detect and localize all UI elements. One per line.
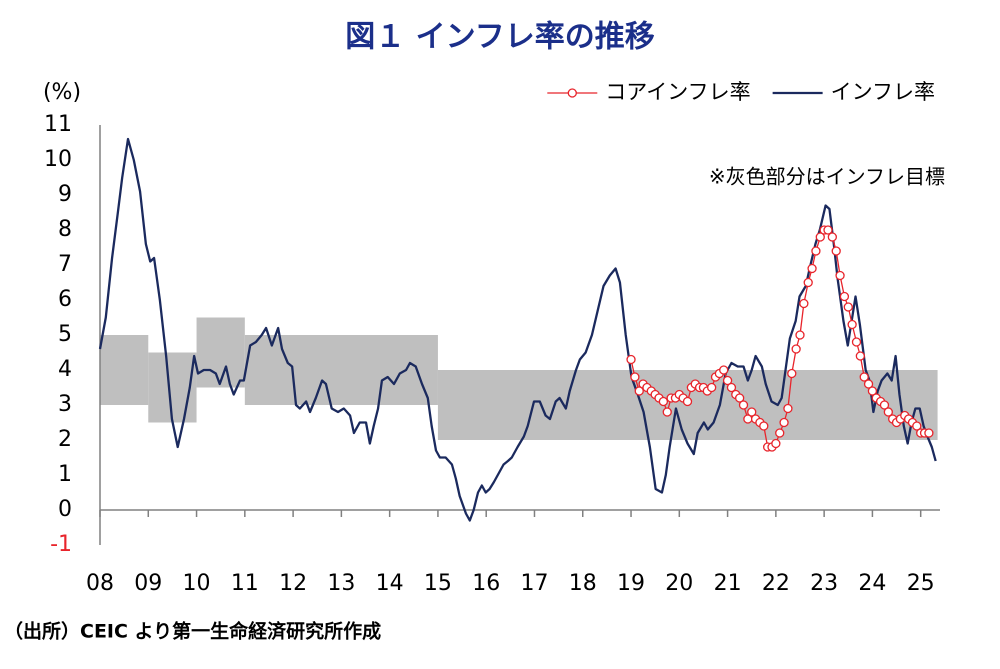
data-point	[811, 246, 821, 256]
y-tick-label: 0	[58, 497, 72, 522]
data-point	[799, 298, 809, 309]
data-point	[843, 302, 853, 312]
target-band	[196, 317, 245, 388]
data-point	[863, 379, 874, 389]
data-point	[831, 246, 841, 256]
x-tick-label: 17	[520, 571, 548, 596]
data-point	[859, 372, 869, 382]
source-note: （出所）CEIC より第一生命経済研究所作成	[4, 620, 381, 643]
x-tick-label: 24	[858, 571, 886, 596]
y-tick-label: 2	[58, 427, 72, 452]
x-tick-label: 10	[183, 571, 211, 596]
legend-marker	[567, 88, 577, 98]
data-point	[771, 438, 781, 449]
data-point	[759, 421, 769, 431]
x-tick-label: 18	[569, 571, 597, 596]
x-tick-label: 20	[665, 571, 693, 596]
x-tick-label: 08	[86, 571, 114, 596]
data-point	[775, 428, 785, 438]
data-point	[924, 428, 934, 438]
data-point	[883, 407, 893, 417]
x-tick-label: 21	[714, 571, 742, 596]
data-point	[787, 368, 797, 379]
x-tick-label: 15	[424, 571, 452, 596]
data-point	[847, 319, 857, 330]
x-tick-label: 13	[327, 571, 355, 596]
target-band	[100, 335, 149, 405]
x-tick-label: 14	[376, 571, 404, 596]
y-tick-label: 5	[58, 322, 72, 347]
legend-label: インフレ率	[831, 80, 935, 104]
x-tick-label: 19	[617, 571, 645, 596]
data-point	[795, 330, 805, 340]
data-point	[791, 344, 801, 354]
x-tick-label: 11	[231, 571, 259, 596]
x-tick-label: 22	[762, 571, 790, 596]
y-tick-label: 6	[58, 287, 72, 312]
data-point	[823, 225, 833, 235]
y-tick-label: 8	[58, 217, 72, 242]
data-point	[803, 277, 813, 288]
data-point	[738, 400, 749, 410]
data-point	[807, 263, 817, 274]
target-band	[244, 335, 438, 405]
data-point	[719, 365, 729, 375]
data-point	[867, 386, 878, 396]
data-point	[815, 232, 825, 242]
chart-title: 図１ インフレ率の推移	[345, 20, 655, 55]
x-tick-label: 09	[134, 571, 162, 596]
data-point	[630, 372, 640, 382]
data-point	[879, 400, 890, 410]
data-point	[747, 407, 757, 417]
data-point	[827, 232, 837, 242]
data-point	[658, 396, 669, 407]
data-point	[726, 382, 737, 393]
data-point	[626, 354, 636, 365]
data-point	[912, 421, 922, 431]
data-point	[722, 375, 733, 386]
y-tick-label: 10	[44, 147, 72, 172]
legend-label: コアインフレ率	[605, 80, 750, 104]
x-tick-label: 16	[472, 571, 500, 596]
y-tick-label: 11	[44, 112, 72, 137]
data-point	[634, 386, 644, 396]
data-point	[851, 337, 862, 347]
data-point	[662, 407, 672, 417]
annotation: ※灰色部分はインフレ目標	[709, 165, 945, 189]
y-tick-label: 3	[58, 392, 72, 417]
target-band	[148, 352, 197, 423]
data-point	[855, 351, 865, 361]
x-tick-label: 23	[810, 571, 838, 596]
data-point	[783, 403, 793, 414]
y-axis-label: (%)	[43, 80, 81, 105]
x-tick-label: 12	[279, 571, 307, 596]
y-tick-label: 1	[58, 462, 72, 487]
y-tick-label: 4	[58, 357, 72, 382]
y-tick-label: 7	[58, 252, 72, 277]
data-point	[779, 417, 789, 428]
data-point	[835, 270, 845, 281]
x-tick-label: 25	[907, 571, 935, 596]
data-point	[839, 291, 850, 302]
data-point	[707, 382, 717, 393]
y-tick-label: -1	[50, 532, 72, 557]
data-point	[735, 393, 745, 403]
y-tick-label: 9	[58, 182, 72, 207]
data-point	[682, 396, 693, 407]
